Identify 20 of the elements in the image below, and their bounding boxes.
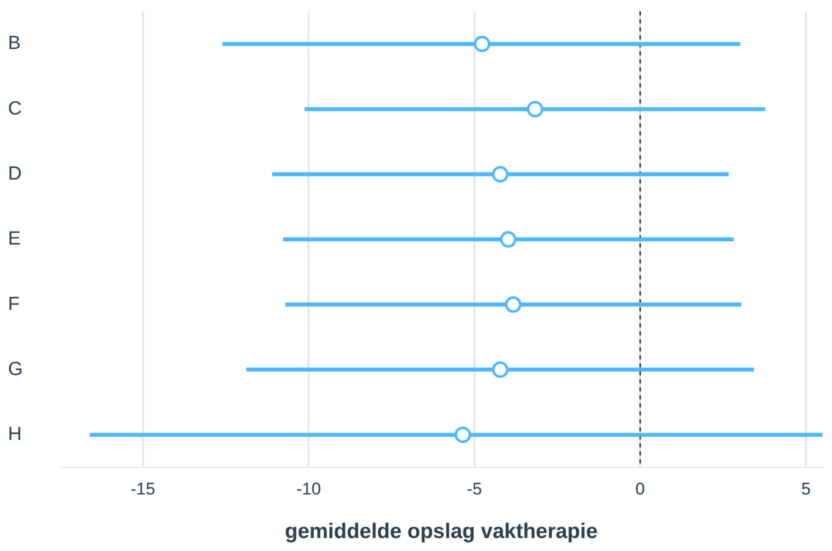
point <box>526 100 544 118</box>
x-tick-label: -5 <box>466 479 482 498</box>
point <box>504 296 522 313</box>
y-tick-label: F <box>8 294 20 315</box>
x-tick-label: -10 <box>296 479 321 498</box>
x-tick-label: 0 <box>635 479 645 498</box>
y-tick-label: G <box>8 358 23 380</box>
point <box>500 231 516 248</box>
y-tick-label: C <box>8 98 22 120</box>
x-axis-title: gemiddelde opslag vaktherapie <box>284 520 598 544</box>
y-tick-label: B <box>8 33 21 54</box>
point <box>454 426 472 444</box>
y-tick-label: H <box>8 424 22 446</box>
point <box>474 36 490 52</box>
x-tick-label: 5 <box>801 479 811 498</box>
x-tick-label: -15 <box>130 479 156 498</box>
y-tick-label: E <box>8 228 21 250</box>
point <box>492 166 509 183</box>
y-tick-label: D <box>8 163 22 184</box>
point <box>492 361 509 378</box>
